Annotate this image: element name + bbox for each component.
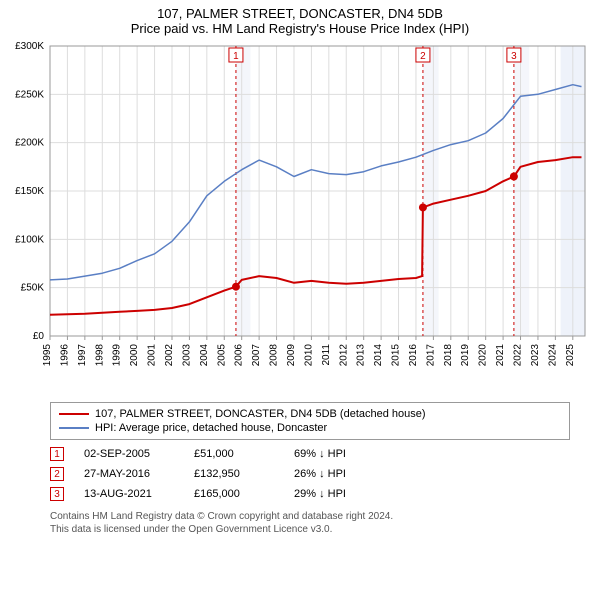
event-badge-3: 3	[50, 487, 64, 501]
svg-text:2011: 2011	[321, 344, 332, 366]
legend-label-property: 107, PALMER STREET, DONCASTER, DN4 5DB (…	[95, 408, 426, 420]
svg-text:2001: 2001	[147, 344, 158, 367]
legend-swatch-hpi	[59, 427, 89, 429]
chart-plot: £0 £50K £100K £150K £200K £250K £300K 1995 1996 1…	[0, 36, 600, 396]
svg-text:£300K: £300K	[15, 41, 44, 52]
svg-text:£100K: £100K	[15, 234, 44, 245]
event-badge-2: 2	[50, 467, 64, 481]
svg-text:2010: 2010	[303, 344, 314, 367]
event-price-2: £132,950	[194, 468, 274, 480]
event-date-2: 27-MAY-2016	[84, 468, 174, 480]
event-price-1: £51,000	[194, 448, 274, 460]
svg-text:2006: 2006	[234, 344, 245, 367]
svg-text:2017: 2017	[425, 344, 436, 367]
legend-item-hpi: HPI: Average price, detached house, Donc…	[59, 421, 561, 435]
svg-text:2003: 2003	[181, 344, 192, 367]
svg-text:2014: 2014	[373, 344, 384, 367]
svg-text:2013: 2013	[356, 344, 367, 367]
svg-text:2004: 2004	[199, 344, 210, 367]
event-row-1: 1 02-SEP-2005 £51,000 69% ↓ HPI	[50, 444, 570, 464]
svg-text:2016: 2016	[408, 344, 419, 367]
svg-text:2: 2	[420, 51, 426, 62]
legend-label-hpi: HPI: Average price, detached house, Donc…	[95, 422, 327, 434]
svg-text:2007: 2007	[251, 344, 262, 367]
event-diff-3: 29% ↓ HPI	[294, 488, 384, 500]
events-table: 1 02-SEP-2005 £51,000 69% ↓ HPI 2 27-MAY…	[50, 444, 570, 504]
chart-title-line1: 107, PALMER STREET, DONCASTER, DN4 5DB	[0, 6, 600, 21]
event-price-3: £165,000	[194, 488, 274, 500]
svg-text:2009: 2009	[286, 344, 297, 367]
svg-text:2019: 2019	[460, 344, 471, 367]
legend-item-property: 107, PALMER STREET, DONCASTER, DN4 5DB (…	[59, 407, 561, 421]
svg-text:2024: 2024	[547, 344, 558, 367]
event-diff-2: 26% ↓ HPI	[294, 468, 384, 480]
svg-text:1997: 1997	[77, 344, 88, 367]
svg-text:2008: 2008	[269, 344, 280, 367]
svg-text:2000: 2000	[129, 344, 140, 367]
event-date-3: 13-AUG-2021	[84, 488, 174, 500]
svg-text:2015: 2015	[391, 344, 402, 367]
svg-text:1995: 1995	[42, 344, 53, 367]
footer-line1: Contains HM Land Registry data © Crown c…	[50, 510, 570, 523]
svg-text:2021: 2021	[495, 344, 506, 367]
footer: Contains HM Land Registry data © Crown c…	[50, 510, 570, 536]
svg-text:3: 3	[511, 51, 517, 62]
svg-text:1998: 1998	[94, 344, 105, 367]
footer-line2: This data is licensed under the Open Gov…	[50, 523, 570, 536]
event-date-1: 02-SEP-2005	[84, 448, 174, 460]
svg-text:2002: 2002	[164, 344, 175, 367]
svg-text:1: 1	[233, 51, 239, 62]
chart-title-line2: Price paid vs. HM Land Registry's House …	[0, 21, 600, 36]
svg-text:£200K: £200K	[15, 138, 44, 149]
legend-swatch-property	[59, 413, 89, 415]
svg-text:2022: 2022	[513, 344, 524, 367]
svg-text:2020: 2020	[478, 344, 489, 367]
svg-text:2005: 2005	[216, 344, 227, 367]
svg-text:£250K: £250K	[15, 89, 44, 100]
chart-svg: £0 £50K £100K £150K £200K £250K £300K 1995 1996 1…	[0, 36, 600, 396]
chart-container: 107, PALMER STREET, DONCASTER, DN4 5DB P…	[0, 0, 600, 590]
svg-text:2025: 2025	[565, 344, 576, 367]
svg-text:2018: 2018	[443, 344, 454, 367]
svg-text:£50K: £50K	[21, 283, 45, 294]
event-badge-1: 1	[50, 447, 64, 461]
svg-text:1999: 1999	[112, 344, 123, 367]
legend: 107, PALMER STREET, DONCASTER, DN4 5DB (…	[50, 402, 570, 440]
event-row-3: 3 13-AUG-2021 £165,000 29% ↓ HPI	[50, 484, 570, 504]
svg-text:1996: 1996	[59, 344, 70, 367]
event-row-2: 2 27-MAY-2016 £132,950 26% ↓ HPI	[50, 464, 570, 484]
svg-text:£150K: £150K	[15, 186, 44, 197]
svg-text:2023: 2023	[530, 344, 541, 367]
svg-text:£0: £0	[33, 331, 45, 342]
event-diff-1: 69% ↓ HPI	[294, 448, 384, 460]
svg-text:2012: 2012	[338, 344, 349, 367]
